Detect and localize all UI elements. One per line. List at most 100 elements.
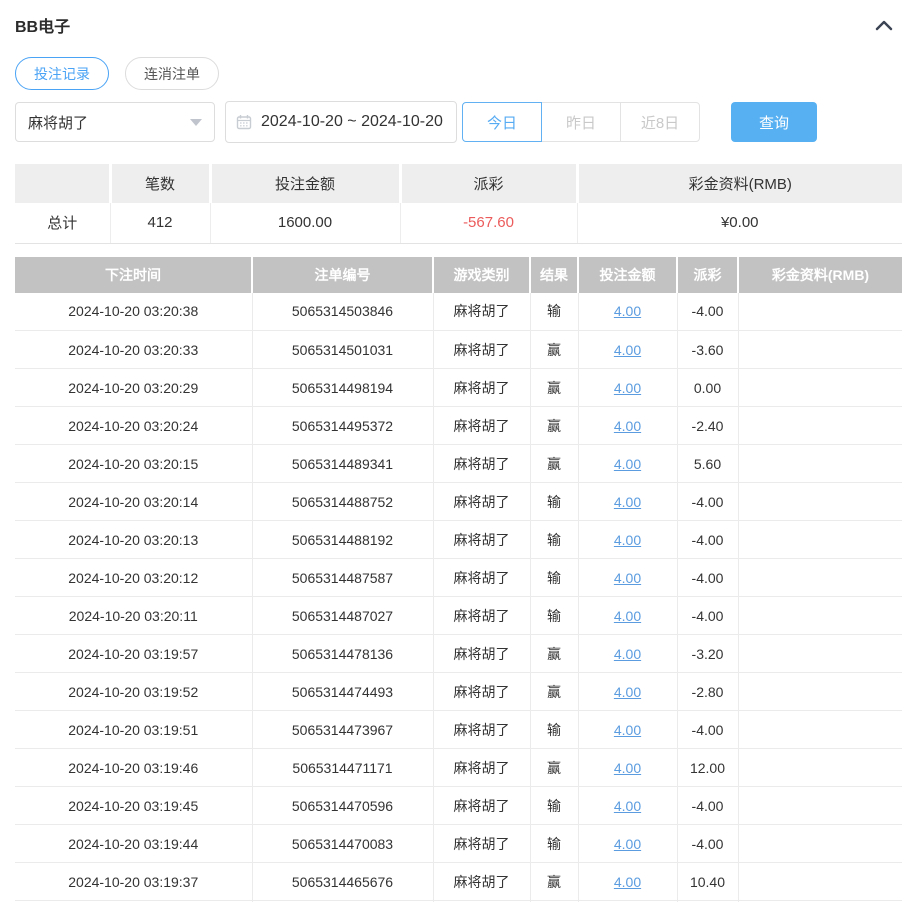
cell-payout: -4.00: [677, 786, 739, 825]
cell-game-type: 麻将胡了: [433, 786, 531, 825]
quick-today-button[interactable]: 今日: [462, 102, 542, 142]
summary-total-row: 总计 412 1600.00 -567.60 ¥0.00: [15, 203, 902, 244]
tab-cancelled-orders[interactable]: 连消注单: [125, 57, 219, 90]
summary-table: 笔数 投注金额 派彩 彩金资料(RMB) 总计 412 1600.00 -567…: [15, 164, 902, 244]
records-table-container: 下注时间 注单编号 游戏类别 结果 投注金额 派彩 彩金资料(RMB) 2024-10-20…: [15, 256, 902, 902]
summary-header-row: 笔数 投注金额 派彩 彩金资料(RMB): [15, 164, 902, 203]
cell-bet-amount: 4.00: [578, 444, 678, 483]
summary-total-bonus: ¥0.00: [577, 203, 902, 244]
cell-payout: [677, 900, 739, 902]
bet-amount-link[interactable]: 4.00: [613, 569, 642, 586]
cell-payout: -4.00: [677, 520, 739, 559]
cell-bet-amount: [578, 900, 678, 902]
cell-game-type: [433, 900, 531, 902]
table-row: 2024-10-20 03:19:51 5065314473967 麻将胡了输 4.0…: [15, 710, 902, 749]
cell-bonus: [738, 406, 902, 445]
bet-amount-link[interactable]: 4.00: [613, 531, 642, 548]
cell-order-number: 5065314478136: [252, 634, 434, 673]
bet-amount-link[interactable]: 4.00: [613, 873, 642, 890]
cell-bonus: [738, 330, 902, 369]
bet-amount-link[interactable]: 4.00: [613, 607, 642, 624]
cell-order-number: 5065314470083: [252, 824, 434, 863]
cell-result: 输: [530, 710, 579, 749]
cell-payout: -4.00: [677, 710, 739, 749]
cell-bonus: [738, 672, 902, 711]
cell-bet-amount: 4.00: [578, 482, 678, 521]
cell-bonus: [738, 824, 902, 863]
cell-payout: 10.40: [677, 862, 739, 901]
table-row: 2024-10-20 03:19:57 5065314478136 麻将胡了赢 4.0…: [15, 634, 902, 673]
cell-bet-time: [15, 900, 253, 902]
bet-amount-link[interactable]: 4.00: [613, 683, 642, 700]
cell-bet-amount: 4.00: [578, 406, 678, 445]
cell-result: 输: [530, 292, 579, 331]
cell-bet-amount: 4.00: [578, 368, 678, 407]
bet-amount-link[interactable]: 4.00: [613, 797, 642, 814]
chevron-up-icon[interactable]: [872, 13, 896, 37]
quick-last8days-button[interactable]: 近8日: [620, 102, 700, 142]
cell-result: 赢: [530, 368, 579, 407]
cell-bet-time: 2024-10-20 03:19:51: [15, 710, 253, 749]
cell-result: 赢: [530, 444, 579, 483]
bet-amount-link[interactable]: 4.00: [613, 835, 642, 852]
table-row: 2024-10-20 03:20:38 5065314503846 麻将胡了输 4.0…: [15, 292, 902, 331]
tab-betting-records[interactable]: 投注记录: [15, 57, 109, 90]
cell-game-type: 麻将胡了: [433, 406, 531, 445]
table-row: 2024-10-20 03:20:11 5065314487027 麻将胡了输 4.0…: [15, 596, 902, 635]
cell-bet-time: 2024-10-20 03:20:15: [15, 444, 253, 483]
cell-bet-time: 2024-10-20 03:20:12: [15, 558, 253, 597]
search-button[interactable]: 查询: [731, 102, 817, 142]
cell-order-number: [252, 900, 434, 902]
cell-bonus: [738, 558, 902, 597]
quick-yesterday-button[interactable]: 昨日: [541, 102, 621, 142]
cell-bet-amount: 4.00: [578, 786, 678, 825]
summary-header-blank: [15, 164, 112, 203]
table-row: 2024-10-20 03:20:33 5065314501031 麻将胡了赢 4.0…: [15, 330, 902, 369]
records-header-bet-time: 下注时间: [15, 256, 253, 293]
cell-bet-time: 2024-10-20 03:19:44: [15, 824, 253, 863]
summary-total-payout: -567.60: [400, 203, 578, 244]
table-row: 2024-10-20 03:19:44 5065314470083 麻将胡了输 4.0…: [15, 824, 902, 863]
bet-amount-link[interactable]: 4.00: [613, 759, 642, 776]
cell-game-type: 麻将胡了: [433, 748, 531, 787]
page-title: BB电子: [15, 19, 71, 36]
cell-payout: -2.80: [677, 672, 739, 711]
bet-amount-link[interactable]: 4.00: [613, 493, 642, 510]
records-header-row: 下注时间 注单编号 游戏类别 结果 投注金额 派彩 彩金资料(RMB): [15, 256, 902, 293]
cell-bet-time: 2024-10-20 03:20:13: [15, 520, 253, 559]
cell-payout: -3.60: [677, 330, 739, 369]
records-header-order-number: 注单编号: [252, 256, 434, 293]
bet-amount-link[interactable]: 4.00: [613, 379, 642, 396]
cell-bet-time: 2024-10-20 03:19:45: [15, 786, 253, 825]
bet-amount-link[interactable]: 4.00: [613, 303, 642, 320]
bet-amount-link[interactable]: 4.00: [613, 455, 642, 472]
cell-order-number: 5065314501031: [252, 330, 434, 369]
cell-payout: -2.40: [677, 406, 739, 445]
calendar-icon: [236, 114, 252, 130]
cell-result: 赢: [530, 634, 579, 673]
cell-result: 输: [530, 786, 579, 825]
summary-header-bonus: 彩金资料(RMB): [577, 164, 902, 203]
cell-bonus: [738, 862, 902, 901]
table-row-partial: [15, 900, 902, 902]
cell-bonus: [738, 748, 902, 787]
cell-result: 输: [530, 558, 579, 597]
date-range-input[interactable]: 2024-10-20 ~ 2024-10-20: [225, 101, 457, 143]
cell-bet-amount: 4.00: [578, 672, 678, 711]
cell-game-type: 麻将胡了: [433, 710, 531, 749]
cell-game-type: 麻将胡了: [433, 862, 531, 901]
cell-bet-time: 2024-10-20 03:19:46: [15, 748, 253, 787]
cell-order-number: 5065314465676: [252, 862, 434, 901]
bet-amount-link[interactable]: 4.00: [613, 645, 642, 662]
title-bar: BB电子: [15, 12, 902, 38]
cell-order-number: 5065314488192: [252, 520, 434, 559]
cell-payout: 5.60: [677, 444, 739, 483]
bet-amount-link[interactable]: 4.00: [613, 341, 642, 358]
bet-amount-link[interactable]: 4.00: [613, 721, 642, 738]
cell-order-number: 5065314487587: [252, 558, 434, 597]
bet-amount-link[interactable]: 4.00: [613, 417, 642, 434]
game-select[interactable]: 麻将胡了: [15, 102, 215, 142]
records-header-bonus: 彩金资料(RMB): [738, 256, 902, 293]
table-row: 2024-10-20 03:20:13 5065314488192 麻将胡了输 4.0…: [15, 520, 902, 559]
cell-bet-amount: 4.00: [578, 520, 678, 559]
